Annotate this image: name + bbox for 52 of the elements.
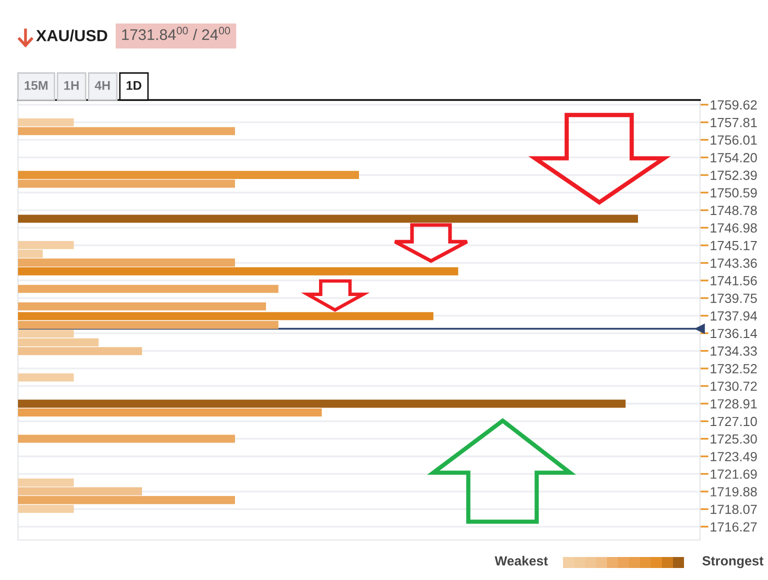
y-tick-label: 1727.10 xyxy=(710,416,757,426)
y-tick-label: 1745.17 xyxy=(710,241,757,250)
bar xyxy=(18,408,322,417)
bar xyxy=(18,118,74,126)
bar xyxy=(18,320,278,329)
bar xyxy=(18,127,235,136)
text: Weakest xyxy=(494,556,548,566)
y-tick-label: 1721.69 xyxy=(710,469,757,479)
y-tick-label: 1725.30 xyxy=(710,434,757,444)
y-tick-label: 1736.14 xyxy=(710,328,758,338)
bar xyxy=(18,258,235,267)
bar xyxy=(18,170,359,179)
y-tick-label: 1737.94 xyxy=(710,311,758,321)
y-tick-label: 1719.88 xyxy=(710,487,757,496)
y-tick-label: 1750.59 xyxy=(710,188,757,198)
y-tick-label: 1739.75 xyxy=(710,294,757,304)
text: 15M xyxy=(24,81,48,90)
bar xyxy=(18,496,235,504)
y-tick-label: 1752.39 xyxy=(710,170,757,180)
bar xyxy=(18,434,235,443)
y-tick-label: 1741.56 xyxy=(710,276,757,286)
y-tick-label: 1728.91 xyxy=(710,399,757,409)
bar xyxy=(18,302,266,310)
text: 4H xyxy=(94,81,110,90)
bar xyxy=(18,214,638,223)
text: 1D xyxy=(126,81,142,90)
text: 1H xyxy=(64,81,79,90)
bar xyxy=(18,373,74,382)
y-tick-label: 1748.78 xyxy=(710,206,757,216)
y-tick-label: 1718.07 xyxy=(710,504,757,514)
y-tick-label: 1730.72 xyxy=(710,382,757,391)
y-tick-label: 1723.49 xyxy=(710,452,757,462)
bar xyxy=(18,478,74,487)
bar xyxy=(18,400,626,408)
y-tick-label: 1757.81 xyxy=(710,118,757,128)
chart-title: XAU/USD xyxy=(36,30,108,42)
y-tick-label: 1732.52 xyxy=(710,364,757,374)
bar xyxy=(18,180,235,188)
text: Strongest xyxy=(702,556,764,568)
bar xyxy=(18,504,74,513)
chart-subtitle: 1731.84$^{00}$ / 24$^{00}$ xyxy=(122,26,230,40)
y-tick-label: 1759.62 xyxy=(710,100,757,110)
y-tick-label: 1756.01 xyxy=(710,135,757,145)
bar xyxy=(18,284,278,293)
bar xyxy=(18,487,142,496)
y-tick-label: 1754.20 xyxy=(710,153,757,162)
y-tick-label: 1743.36 xyxy=(710,258,757,268)
bar xyxy=(18,267,458,276)
y-tick-label: 1716.27 xyxy=(710,522,757,532)
y-tick-label: 1734.33 xyxy=(710,346,757,356)
bar xyxy=(18,312,434,320)
y-tick-label: 1746.98 xyxy=(710,223,757,233)
